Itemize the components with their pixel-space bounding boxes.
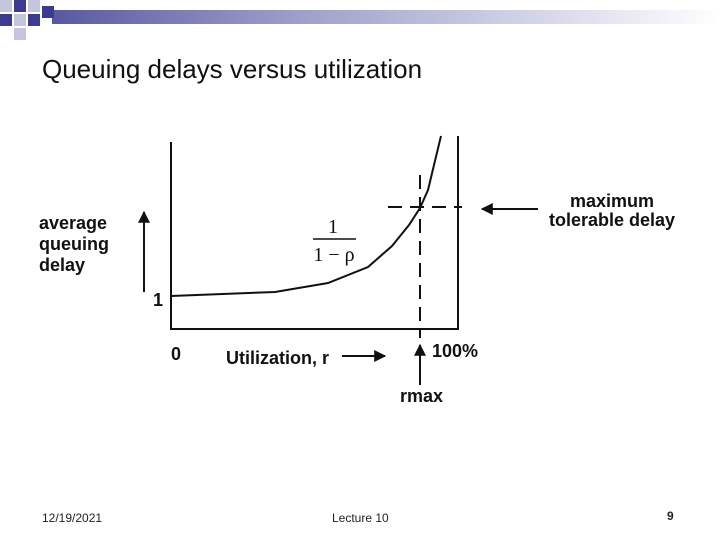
footer-date: 12/19/2021 [42, 511, 103, 525]
max-delay-label-line-1: maximum [570, 191, 654, 211]
page-number: 9 [667, 509, 674, 523]
formula-denominator: 1 − ρ [313, 244, 354, 266]
decor-square [14, 28, 26, 40]
y-label-line-2: queuing [39, 234, 109, 254]
decor-band [52, 10, 720, 24]
rmax-label: rmax [400, 386, 443, 406]
decor-square [42, 6, 54, 18]
y-label-line-1: average [39, 213, 107, 233]
x-max-label: 100% [432, 341, 478, 361]
formula-numerator: 1 [328, 216, 338, 238]
footer-lecture: Lecture 10 [332, 511, 389, 525]
decor-square [14, 14, 26, 26]
decor-squares [0, 0, 720, 40]
x-zero-label: 0 [171, 344, 181, 364]
decor-square [28, 0, 40, 12]
decor-square [0, 14, 12, 26]
decor-square [28, 14, 40, 26]
y-label-line-3: delay [39, 255, 85, 275]
slide-title: Queuing delays versus utilization [42, 54, 423, 84]
y-one-label: 1 [153, 290, 163, 310]
delay-curve [170, 135, 442, 297]
x-axis-label: Utilization, r [226, 348, 329, 368]
decor-square [14, 0, 26, 12]
max-delay-label-line-2: tolerable delay [549, 210, 675, 230]
decor-square [0, 0, 12, 12]
